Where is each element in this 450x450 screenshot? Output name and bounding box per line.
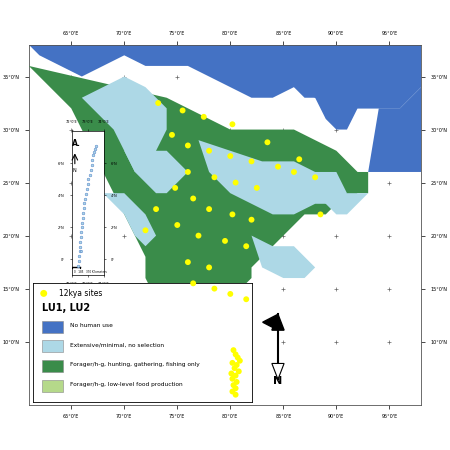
Point: [243, 243, 250, 250]
Point: [229, 121, 236, 128]
Polygon shape: [188, 320, 209, 342]
Polygon shape: [368, 87, 421, 172]
Polygon shape: [124, 151, 188, 193]
Polygon shape: [228, 344, 252, 384]
Point: [229, 375, 236, 382]
Point: [232, 179, 239, 186]
Polygon shape: [29, 66, 368, 363]
Polygon shape: [198, 140, 347, 214]
Point: [234, 354, 241, 361]
Point: [206, 264, 213, 271]
Point: [232, 372, 239, 379]
Point: [230, 382, 237, 389]
Point: [189, 195, 197, 202]
Polygon shape: [29, 45, 421, 108]
Polygon shape: [198, 331, 236, 363]
Point: [206, 147, 213, 154]
Point: [296, 156, 303, 163]
Polygon shape: [230, 347, 249, 382]
Point: [189, 280, 197, 287]
Point: [274, 163, 282, 170]
Point: [232, 391, 239, 398]
Point: [195, 232, 202, 239]
Polygon shape: [82, 76, 166, 172]
Point: [184, 142, 192, 149]
Point: [236, 357, 243, 364]
Point: [221, 237, 229, 244]
Point: [235, 368, 243, 375]
Point: [229, 359, 236, 366]
Point: [311, 174, 319, 181]
Point: [232, 351, 239, 358]
Polygon shape: [252, 236, 315, 278]
Point: [231, 364, 238, 372]
Point: [153, 206, 160, 213]
Point: [184, 168, 192, 176]
Point: [228, 370, 235, 377]
Point: [229, 211, 236, 218]
Point: [171, 184, 179, 192]
Point: [248, 158, 255, 165]
Polygon shape: [225, 352, 239, 365]
Polygon shape: [193, 336, 209, 352]
Point: [243, 296, 250, 303]
Point: [179, 107, 186, 114]
Point: [317, 211, 324, 218]
Point: [233, 361, 240, 369]
Polygon shape: [103, 193, 156, 246]
Point: [200, 113, 207, 121]
Point: [211, 174, 218, 181]
Point: [229, 388, 236, 395]
Point: [206, 206, 213, 213]
Point: [211, 285, 218, 292]
Point: [184, 258, 192, 265]
Polygon shape: [284, 45, 421, 130]
Point: [227, 290, 234, 297]
Point: [142, 227, 149, 234]
Point: [233, 378, 240, 386]
Point: [174, 221, 181, 229]
Polygon shape: [227, 347, 252, 384]
Point: [248, 216, 255, 223]
Polygon shape: [315, 193, 368, 214]
Point: [227, 153, 234, 160]
Point: [168, 131, 176, 139]
Point: [264, 139, 271, 146]
Point: [290, 168, 297, 176]
Point: [230, 346, 237, 354]
Point: [232, 385, 239, 392]
Polygon shape: [220, 299, 252, 320]
Point: [155, 99, 162, 107]
Point: [253, 184, 261, 192]
